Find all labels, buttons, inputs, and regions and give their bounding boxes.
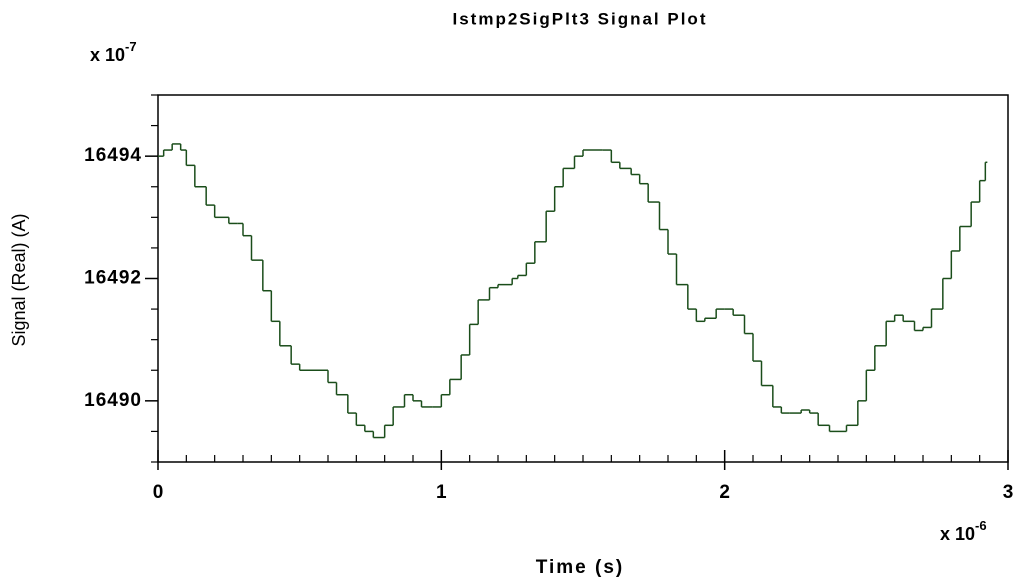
y-multiplier-base: x 10	[90, 45, 125, 65]
y-tick-label: 16490	[84, 390, 142, 411]
x-tick-label: 3	[1003, 482, 1014, 503]
x-multiplier-exponent: -6	[975, 518, 987, 533]
x-axis-title: Time (s)	[536, 557, 625, 578]
y-multiplier-exponent: -7	[125, 39, 137, 54]
chart-title: Istmp2SigPlt3 Signal Plot	[453, 9, 708, 28]
x-tick-label: 0	[153, 482, 164, 503]
y-tick-label: 16492	[84, 268, 142, 289]
x-multiplier-base: x 10	[940, 524, 975, 544]
x-multiplier: x 10-6	[940, 518, 987, 543]
y-axis-title: Signal (Real) (A)	[9, 213, 29, 346]
x-tick-label: 2	[719, 482, 730, 503]
x-tick-label: 1	[436, 482, 447, 503]
y-multiplier: x 10-7	[90, 39, 137, 64]
y-tick-label: 16494	[84, 145, 142, 166]
